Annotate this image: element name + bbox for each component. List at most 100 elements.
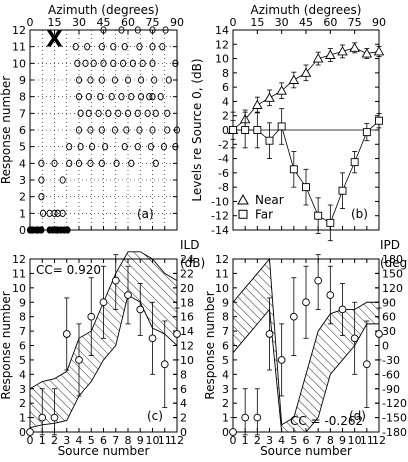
response-point	[118, 93, 125, 101]
response-point	[134, 143, 141, 151]
top-tick-label-a: 60	[121, 16, 135, 29]
y-tick-label-b: -6	[218, 167, 229, 180]
response-point	[108, 93, 115, 101]
response-mean-point	[38, 413, 47, 422]
x-tick-label-c: 3	[63, 434, 70, 447]
right-tick-label-d: 150	[382, 267, 403, 280]
right-tick-label-c: 18	[180, 296, 194, 309]
response-point	[164, 126, 171, 134]
y-tick-label-d: 9	[222, 296, 229, 309]
response-point	[134, 26, 141, 34]
response-point	[74, 59, 81, 67]
y-axis-label-a: Response number	[0, 76, 13, 184]
response-point	[123, 126, 130, 134]
x-tick-label-d: 8	[327, 434, 334, 447]
response-point	[129, 59, 136, 67]
y-tick-label-b: 14	[215, 24, 229, 37]
y-tick-label-a: 7	[19, 107, 26, 120]
response-mean-point	[241, 413, 250, 422]
response-point	[159, 43, 166, 51]
right-tick-label-d: 0	[382, 340, 389, 353]
right-tick-label-c: 22	[180, 267, 194, 280]
right-tick-label-d: 60	[382, 311, 396, 324]
series-line-near	[232, 47, 380, 131]
near-point	[361, 48, 373, 58]
cc-annotation-d: CC = -0.262	[290, 414, 363, 428]
right-tick-label-d: 120	[382, 282, 403, 295]
y-tick-label-c: 7	[19, 325, 26, 338]
y-tick-label-a: 2	[19, 191, 26, 204]
response-point	[151, 76, 158, 84]
x-axis-label-d: Source number	[260, 444, 352, 458]
response-point	[38, 226, 45, 234]
x-tick-label-d: 9	[339, 434, 346, 447]
response-point	[51, 209, 58, 217]
response-mean-point	[87, 312, 96, 321]
right-tick-label-c: 2	[180, 412, 187, 425]
y-axis-label-c: Response number	[0, 291, 13, 399]
right-tick-label-d: -30	[382, 354, 400, 367]
top-tick-label-a: 30	[72, 16, 86, 29]
right-tick-label-d: -120	[382, 397, 407, 410]
response-point	[89, 143, 96, 151]
response-point	[85, 93, 92, 101]
response-point	[138, 76, 145, 84]
response-point	[95, 109, 102, 117]
panel-label-d: (d)	[349, 409, 366, 423]
near-point	[373, 46, 385, 56]
right-tick-label-c: 8	[180, 368, 187, 381]
response-mean-point	[75, 356, 83, 364]
response-point	[173, 126, 181, 134]
response-mean-point	[148, 334, 157, 343]
response-point	[98, 159, 105, 167]
response-point	[54, 209, 61, 217]
response-point	[162, 26, 169, 34]
response-point	[164, 109, 171, 117]
y-tick-label-c: 12	[12, 253, 26, 266]
response-point	[172, 143, 179, 151]
top-tick-label-b: 45	[299, 16, 313, 29]
response-point	[84, 43, 91, 51]
response-point	[111, 126, 118, 134]
right-tick-label-d: 30	[382, 325, 396, 338]
y-tick-label-c: 1	[19, 412, 26, 425]
response-point	[87, 126, 94, 134]
top-tick-label-b: 0	[230, 16, 237, 29]
y-tick-label-a: 3	[19, 174, 26, 187]
response-point	[100, 59, 107, 67]
response-mean-point	[265, 330, 274, 338]
right-axis-label-c: ILD	[180, 238, 199, 252]
y-tick-label-c: 11	[12, 267, 26, 280]
response-point	[75, 93, 83, 101]
legend-far-label: Far	[255, 207, 273, 221]
y-tick-label-b: 0	[222, 124, 229, 137]
far-point	[302, 183, 310, 192]
y-tick-label-b: 6	[222, 81, 229, 94]
x-tick-label-d: 1	[242, 434, 249, 447]
x-tick-label-c: 11	[158, 434, 172, 447]
response-point	[98, 43, 105, 51]
x-tick-label-c: 6	[100, 434, 107, 447]
response-point	[134, 109, 141, 117]
top-tick-label-a: 45	[97, 16, 111, 29]
response-point	[165, 76, 172, 84]
response-point	[40, 209, 47, 217]
y-tick-label-b: 8	[222, 67, 229, 80]
response-point	[97, 93, 104, 101]
response-point	[172, 59, 179, 67]
response-point	[77, 143, 84, 151]
y-tick-label-d: 10	[215, 282, 229, 295]
y-tick-label-a: 4	[19, 157, 26, 170]
x-tick-label-d: 12	[372, 434, 386, 447]
y-tick-label-c: 5	[19, 354, 26, 367]
x-tick-label-c: 4	[76, 434, 83, 447]
response-point	[100, 26, 107, 34]
right-tick-label-c: 20	[180, 282, 194, 295]
response-point	[77, 109, 84, 117]
x-tick-label-d: 6	[303, 434, 310, 447]
response-point	[139, 59, 146, 67]
x-tick-label-c: 8	[125, 434, 132, 447]
far-point	[375, 116, 383, 125]
far-point	[350, 158, 359, 167]
right-tick-label-d: 90	[382, 296, 396, 309]
